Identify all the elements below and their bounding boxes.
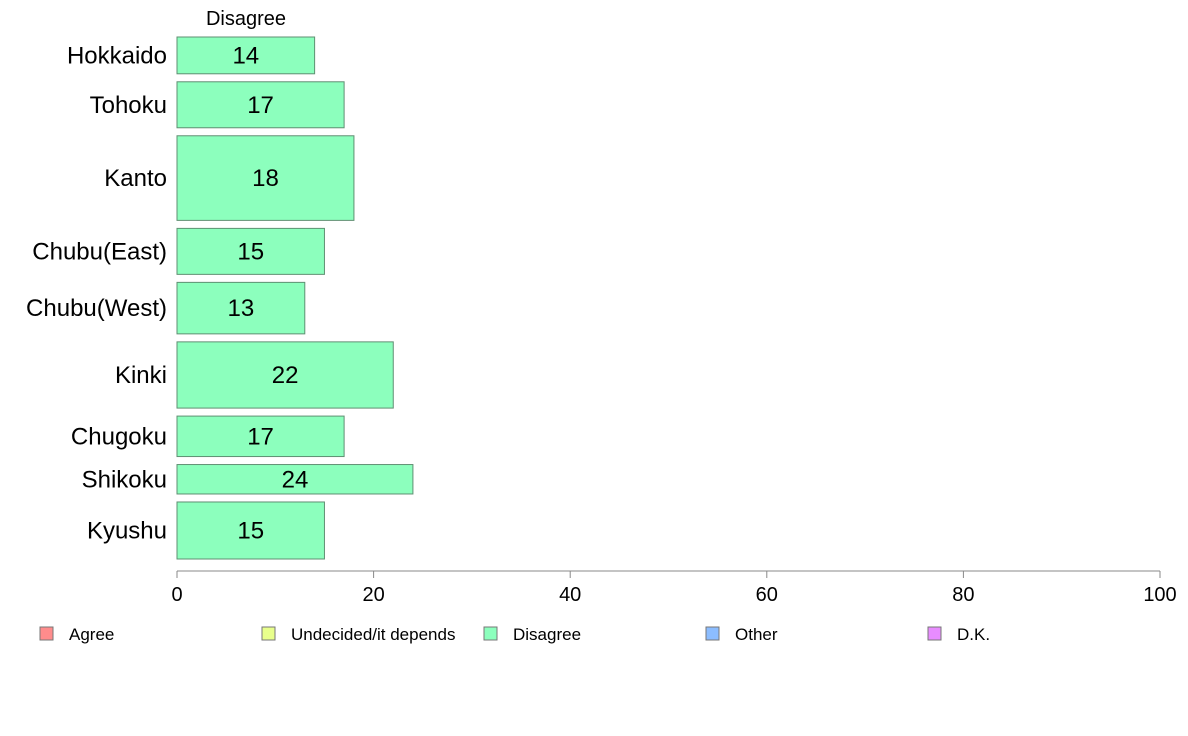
x-tick-label: 20: [362, 584, 384, 606]
legend-label: D.K.: [957, 625, 990, 644]
bar: [176, 464, 414, 495]
bar-value-label: 22: [272, 362, 299, 389]
legend-label: Undecided/it depends: [291, 625, 455, 644]
category-label: Chubu(West): [26, 295, 167, 322]
category-label: Kanto: [104, 165, 167, 192]
category-label: Hokkaido: [67, 42, 167, 69]
bar-value-label: 24: [282, 466, 309, 493]
x-tick-label: 100: [1143, 584, 1176, 606]
category-label: Chubu(East): [32, 238, 167, 265]
x-tick-label: 40: [559, 584, 581, 606]
bar: [176, 281, 306, 335]
bar-value-label: 17: [247, 423, 274, 450]
legend-label: Disagree: [513, 625, 581, 644]
bar-value-label: 17: [247, 92, 274, 119]
category-label: Chugoku: [71, 423, 167, 450]
x-tick-label: 0: [171, 584, 182, 606]
bar: [176, 81, 345, 129]
bar: [176, 36, 316, 75]
legend-label: Agree: [69, 625, 114, 644]
bar: [176, 501, 325, 560]
category-label: Kyushu: [87, 517, 167, 544]
bar: [176, 415, 345, 458]
column-header: Disagree: [206, 8, 286, 30]
bar: [176, 135, 355, 221]
bar-value-label: 15: [237, 238, 264, 265]
bar: [176, 341, 394, 409]
bar-value-label: 15: [237, 517, 264, 544]
legend-swatch: [39, 626, 54, 641]
x-tick-label: 80: [952, 584, 974, 606]
category-label: Tohoku: [90, 92, 167, 119]
legend-swatch: [705, 626, 720, 641]
legend-label: Other: [735, 625, 778, 644]
category-label: Kinki: [115, 362, 167, 389]
bar-value-label: 13: [228, 295, 255, 322]
bar-value-label: 14: [232, 42, 259, 69]
bar-value-label: 18: [252, 165, 279, 192]
bar: [176, 227, 325, 275]
category-label: Shikoku: [82, 466, 167, 493]
legend-swatch: [261, 626, 276, 641]
legend-swatch: [927, 626, 942, 641]
x-tick-label: 60: [756, 584, 778, 606]
legend-swatch: [483, 626, 498, 641]
